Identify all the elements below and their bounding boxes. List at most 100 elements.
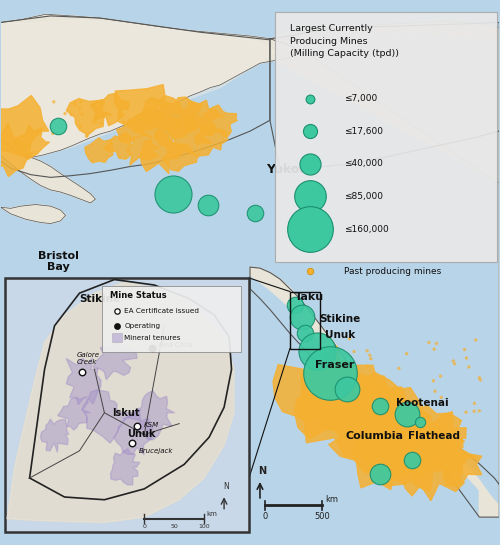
Polygon shape [82,390,137,443]
Point [50,98,58,106]
Point [78,110,86,119]
Point [376,401,384,410]
Text: Unuk: Unuk [127,429,156,439]
Point [160,101,168,110]
Point [77,98,85,106]
Polygon shape [294,373,364,439]
Point [128,438,136,447]
Polygon shape [0,140,96,203]
Polygon shape [173,100,221,133]
Point [76,104,84,113]
Point [339,368,347,377]
Point [94,112,102,120]
Point [90,117,98,126]
Point [92,118,100,126]
Text: Bristol
Bay: Bristol Bay [38,251,78,272]
Polygon shape [442,450,482,486]
FancyBboxPatch shape [112,334,122,342]
Text: ≤85,000: ≤85,000 [344,192,382,201]
Point [430,377,438,385]
Point [150,122,158,131]
Point [94,111,102,120]
Text: km: km [206,511,218,517]
Point [251,208,259,217]
Polygon shape [411,405,462,463]
Polygon shape [417,411,466,463]
Bar [4,278,249,532]
Polygon shape [361,396,421,464]
Point [436,372,444,380]
Polygon shape [90,93,128,126]
Polygon shape [114,408,154,455]
Polygon shape [0,20,275,158]
Point [430,345,438,354]
Point [133,422,141,431]
Point [314,347,322,356]
Text: 50: 50 [170,524,178,529]
Point [98,98,106,107]
Text: KSM: KSM [144,422,160,428]
Point [98,96,106,105]
Text: Mineral tenures: Mineral tenures [124,335,181,341]
Point [363,347,371,355]
Point [306,192,314,201]
Point [306,225,314,233]
Polygon shape [126,133,160,165]
Text: Columbia: Columbia [346,431,404,440]
Text: Brucejack: Brucejack [140,448,173,454]
Polygon shape [130,109,168,138]
Point [291,301,299,310]
Bar [290,292,320,349]
Polygon shape [382,408,442,459]
Point [462,408,470,416]
Text: ≤160,000: ≤160,000 [344,225,388,233]
Polygon shape [372,387,432,441]
Polygon shape [389,452,433,496]
Point [113,307,121,316]
Point [198,114,206,123]
Text: Fraser: Fraser [315,360,354,370]
Polygon shape [301,360,405,458]
FancyBboxPatch shape [275,11,497,262]
Point [326,369,334,378]
Polygon shape [142,96,182,130]
Polygon shape [162,141,198,171]
Point [306,267,314,276]
Polygon shape [368,442,424,486]
Point [202,102,210,111]
Point [199,110,207,118]
Polygon shape [270,28,500,183]
Text: Galore
Creek: Galore Creek [77,352,100,365]
Polygon shape [7,282,234,523]
Point [306,94,314,103]
Point [120,98,128,107]
Point [320,356,328,365]
Point [438,393,446,402]
Point [97,119,105,128]
Point [172,121,180,130]
Polygon shape [332,375,407,452]
Point [462,354,470,362]
Text: km: km [325,495,338,504]
Polygon shape [350,432,420,489]
Polygon shape [93,341,137,380]
Point [366,351,374,360]
Text: 0: 0 [262,512,268,520]
Point [363,362,371,371]
Point [120,118,128,126]
Text: Flathead: Flathead [408,431,461,440]
Point [76,122,84,131]
Point [338,366,346,375]
Point [450,356,458,365]
Point [376,469,384,478]
Polygon shape [0,123,38,177]
Point [476,407,484,415]
Text: ≤7,000: ≤7,000 [344,94,377,103]
Point [350,372,358,381]
Point [82,132,90,141]
Point [54,122,62,130]
Point [354,365,362,373]
Point [137,130,145,139]
Text: Red Chris: Red Chris [160,342,193,348]
Text: Kootenai: Kootenai [396,398,448,408]
